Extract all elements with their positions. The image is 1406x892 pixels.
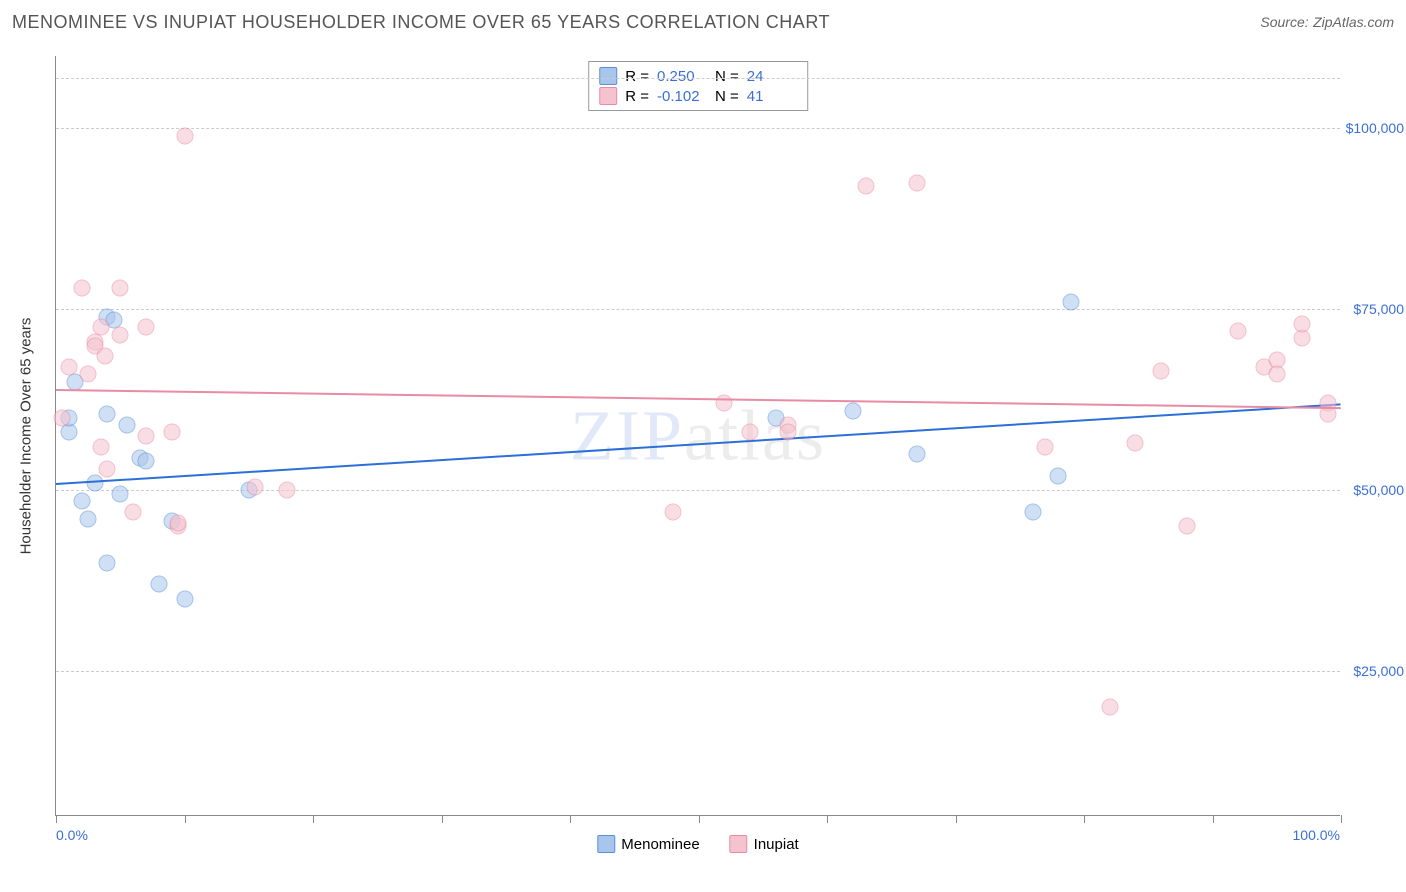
scatter-point [1268, 366, 1285, 383]
x-tick [185, 815, 186, 823]
correlation-legend: R = 0.250 N = 24 R = -0.102 N = 41 [588, 61, 808, 111]
scatter-point [163, 424, 180, 441]
x-tick [1213, 815, 1214, 823]
trend-line [56, 403, 1341, 485]
source-name: ZipAtlas.com [1313, 14, 1394, 30]
scatter-point [92, 438, 109, 455]
scatter-point [96, 348, 113, 365]
scatter-point [99, 460, 116, 477]
scatter-point [780, 424, 797, 441]
scatter-point [112, 485, 129, 502]
scatter-point [125, 504, 142, 521]
y-axis-label: $100,000 [1346, 120, 1404, 136]
n-label: N = [715, 88, 739, 105]
gridline [56, 309, 1340, 310]
x-tick [56, 815, 57, 823]
r-label: R = [625, 68, 649, 85]
scatter-point [1230, 323, 1247, 340]
scatter-point [176, 127, 193, 144]
scatter-point [73, 493, 90, 510]
scatter-point [1178, 518, 1195, 535]
x-tick [570, 815, 571, 823]
scatter-point [176, 590, 193, 607]
scatter-point [844, 402, 861, 419]
chart-title: MENOMINEE VS INUPIAT HOUSEHOLDER INCOME … [12, 12, 830, 33]
scatter-point [80, 511, 97, 528]
r-label: R = [625, 88, 649, 105]
legend-row-menominee: R = 0.250 N = 24 [599, 66, 797, 86]
scatter-point [1127, 435, 1144, 452]
scatter-point [60, 424, 77, 441]
scatter-point [60, 359, 77, 376]
legend-label-menominee: Menominee [621, 836, 699, 853]
x-tick [1341, 815, 1342, 823]
scatter-point [1153, 362, 1170, 379]
legend-row-inupiat: R = -0.102 N = 41 [599, 86, 797, 106]
gridline [56, 128, 1340, 129]
y-axis-label: $50,000 [1353, 482, 1404, 498]
scatter-point [1063, 294, 1080, 311]
legend-swatch-inupiat [730, 835, 748, 853]
x-axis-label: 100.0% [1293, 827, 1340, 843]
scatter-point [80, 366, 97, 383]
scatter-point [112, 279, 129, 296]
legend-swatch-inupiat [599, 87, 617, 105]
scatter-point [1050, 467, 1067, 484]
y-axis-label: $25,000 [1353, 663, 1404, 679]
gridline [56, 671, 1340, 672]
n-value-menominee: 24 [747, 68, 797, 85]
n-value-inupiat: 41 [747, 88, 797, 105]
scatter-point [54, 409, 71, 426]
x-tick [956, 815, 957, 823]
scatter-point [137, 428, 154, 445]
scatter-point [1024, 504, 1041, 521]
legend-item-inupiat: Inupiat [730, 835, 799, 853]
gridline [56, 78, 1340, 79]
scatter-point [247, 478, 264, 495]
scatter-point [92, 319, 109, 336]
scatter-point [112, 326, 129, 343]
scatter-point [857, 178, 874, 195]
n-label: N = [715, 68, 739, 85]
scatter-point [118, 417, 135, 434]
legend-item-menominee: Menominee [597, 835, 699, 853]
scatter-point [1101, 699, 1118, 716]
y-axis-label: $75,000 [1353, 301, 1404, 317]
scatter-point [908, 446, 925, 463]
scatter-point [741, 424, 758, 441]
x-axis-label: 0.0% [56, 827, 88, 843]
scatter-plot-area: ZIPatlas R = 0.250 N = 24 R = -0.102 N =… [55, 56, 1340, 816]
scatter-point [1037, 438, 1054, 455]
scatter-point [137, 319, 154, 336]
r-value-inupiat: -0.102 [657, 88, 707, 105]
scatter-point [86, 475, 103, 492]
scatter-point [279, 482, 296, 499]
legend-swatch-menominee [597, 835, 615, 853]
scatter-point [99, 406, 116, 423]
r-value-menominee: 0.250 [657, 68, 707, 85]
x-tick [1084, 815, 1085, 823]
scatter-point [73, 279, 90, 296]
scatter-point [908, 174, 925, 191]
scatter-point [150, 576, 167, 593]
source-label: Source: [1260, 14, 1308, 30]
series-legend: Menominee Inupiat [597, 835, 798, 853]
legend-swatch-menominee [599, 67, 617, 85]
x-tick [699, 815, 700, 823]
scatter-point [137, 453, 154, 470]
x-tick [442, 815, 443, 823]
scatter-point [170, 514, 187, 531]
scatter-point [664, 504, 681, 521]
x-tick [827, 815, 828, 823]
scatter-point [99, 554, 116, 571]
trend-line [56, 389, 1341, 409]
legend-label-inupiat: Inupiat [754, 836, 799, 853]
x-tick [313, 815, 314, 823]
scatter-point [1294, 330, 1311, 347]
y-axis-title: Householder Income Over 65 years [18, 318, 35, 555]
source-attribution: Source: ZipAtlas.com [1260, 14, 1394, 32]
scatter-point [1294, 315, 1311, 332]
